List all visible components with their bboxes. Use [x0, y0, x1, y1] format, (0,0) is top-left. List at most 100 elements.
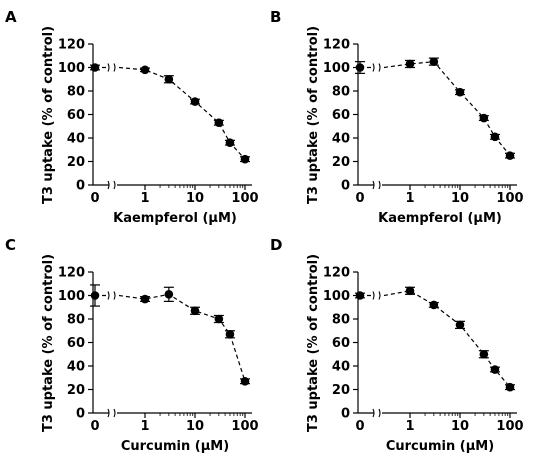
axis-break-mark	[113, 180, 116, 190]
x-tick-label: 0	[355, 191, 364, 206]
y-tick-label: 60	[67, 336, 85, 351]
x-tick-label: 10	[186, 191, 204, 206]
data-point	[405, 286, 415, 296]
x-tick-label: 0	[355, 419, 364, 434]
x-tick-label: 100	[231, 419, 258, 434]
curve-break-mark	[113, 63, 116, 72]
x-tick-label: 1	[405, 419, 414, 434]
x-tick-label: 0	[90, 191, 99, 206]
y-axis-label: T3 uptake (% of control)	[41, 26, 56, 204]
y-tick-label: 100	[323, 289, 350, 304]
y-axis-label: T3 uptake (% of control)	[306, 26, 321, 204]
x-tick-label: 1	[140, 191, 149, 206]
panel-label: B	[270, 8, 281, 26]
x-axis-label: Kaempferol (μM)	[378, 211, 502, 226]
axis-break-mask	[109, 409, 117, 417]
y-axis-label: T3 uptake (% of control)	[306, 254, 321, 432]
y-tick-label: 80	[332, 313, 350, 328]
data-point	[90, 63, 100, 72]
axis-break-mark	[107, 180, 110, 190]
data-point	[355, 63, 365, 72]
y-tick-label: 20	[67, 383, 85, 398]
y-tick-label: 20	[332, 155, 350, 170]
curve-break-mark	[378, 63, 381, 72]
y-axis-label: T3 uptake (% of control)	[41, 254, 56, 432]
data-point	[164, 290, 174, 299]
data-point	[225, 138, 235, 147]
y-tick-label: 40	[332, 360, 350, 375]
y-tick-label: 0	[76, 407, 85, 422]
data-point	[90, 291, 100, 300]
data-point	[355, 291, 365, 300]
fit-curve	[383, 290, 511, 388]
x-axis-label: Kaempferol (μM)	[113, 211, 237, 226]
data-point	[505, 151, 515, 160]
x-tick-label: 10	[451, 419, 469, 434]
y-tick-label: 20	[332, 383, 350, 398]
curve-break-mark	[107, 63, 110, 72]
axis-break-mark	[372, 408, 375, 418]
axis-break-mark	[378, 180, 381, 190]
data-point	[225, 329, 235, 339]
panel-label: A	[5, 8, 17, 26]
curve-break-mark	[372, 291, 375, 300]
curve-break-mark	[107, 291, 110, 300]
y-tick-label: 60	[332, 108, 350, 123]
x-tick-label: 100	[231, 191, 258, 206]
data-point	[405, 59, 415, 69]
data-point	[479, 113, 489, 123]
data-point	[140, 65, 150, 75]
panel-label: C	[5, 236, 16, 254]
curve-break-mark	[372, 63, 375, 72]
x-tick-label: 100	[496, 191, 523, 206]
panel-a: A 0 20 40 60 80 100 120 0 1 10 100 Kaempferol (μM) T3…	[5, 8, 259, 226]
y-tick-label: 80	[67, 313, 85, 328]
data-point	[455, 87, 465, 97]
y-tick-label: 40	[67, 360, 85, 375]
x-tick-label: 10	[186, 419, 204, 434]
y-tick-label: 0	[76, 179, 85, 194]
data-point	[490, 132, 500, 142]
data-point	[190, 97, 200, 106]
x-tick-label: 1	[140, 419, 149, 434]
data-point	[429, 57, 439, 66]
x-axis-label: Curcumin (μM)	[386, 439, 494, 454]
axis-break-mark	[378, 408, 381, 418]
x-tick-label: 10	[451, 191, 469, 206]
y-tick-label: 40	[67, 132, 85, 147]
y-tick-label: 0	[341, 179, 350, 194]
data-point	[429, 300, 439, 310]
y-tick-label: 120	[323, 38, 350, 53]
axis-break-mask	[374, 409, 382, 417]
data-point	[455, 320, 465, 330]
axis-break-mark	[372, 180, 375, 190]
y-tick-label: 60	[332, 336, 350, 351]
axis-break-mask	[109, 181, 117, 189]
axis-break-mask	[374, 181, 382, 189]
x-tick-label: 100	[496, 419, 523, 434]
data-point	[164, 74, 174, 84]
panel-b: B 0 20 40 60 80 100 120 0 1 10 100 Kaempferol (μM) T3…	[270, 8, 524, 226]
x-axis-label: Curcumin (μM)	[121, 439, 229, 454]
axis-break-mark	[107, 408, 110, 418]
fit-curve	[383, 60, 511, 156]
y-tick-label: 40	[332, 132, 350, 147]
data-point	[190, 306, 200, 316]
data-point	[214, 118, 224, 128]
data-point	[140, 294, 150, 304]
y-tick-label: 80	[67, 85, 85, 100]
panel-label: D	[270, 236, 282, 254]
y-tick-label: 120	[58, 266, 85, 281]
data-point	[479, 349, 489, 359]
data-point	[240, 376, 250, 386]
y-tick-label: 100	[58, 61, 85, 76]
y-tick-label: 60	[67, 108, 85, 123]
y-tick-label: 80	[332, 85, 350, 100]
data-point	[214, 314, 224, 324]
y-tick-label: 0	[341, 407, 350, 422]
y-tick-label: 120	[323, 266, 350, 281]
